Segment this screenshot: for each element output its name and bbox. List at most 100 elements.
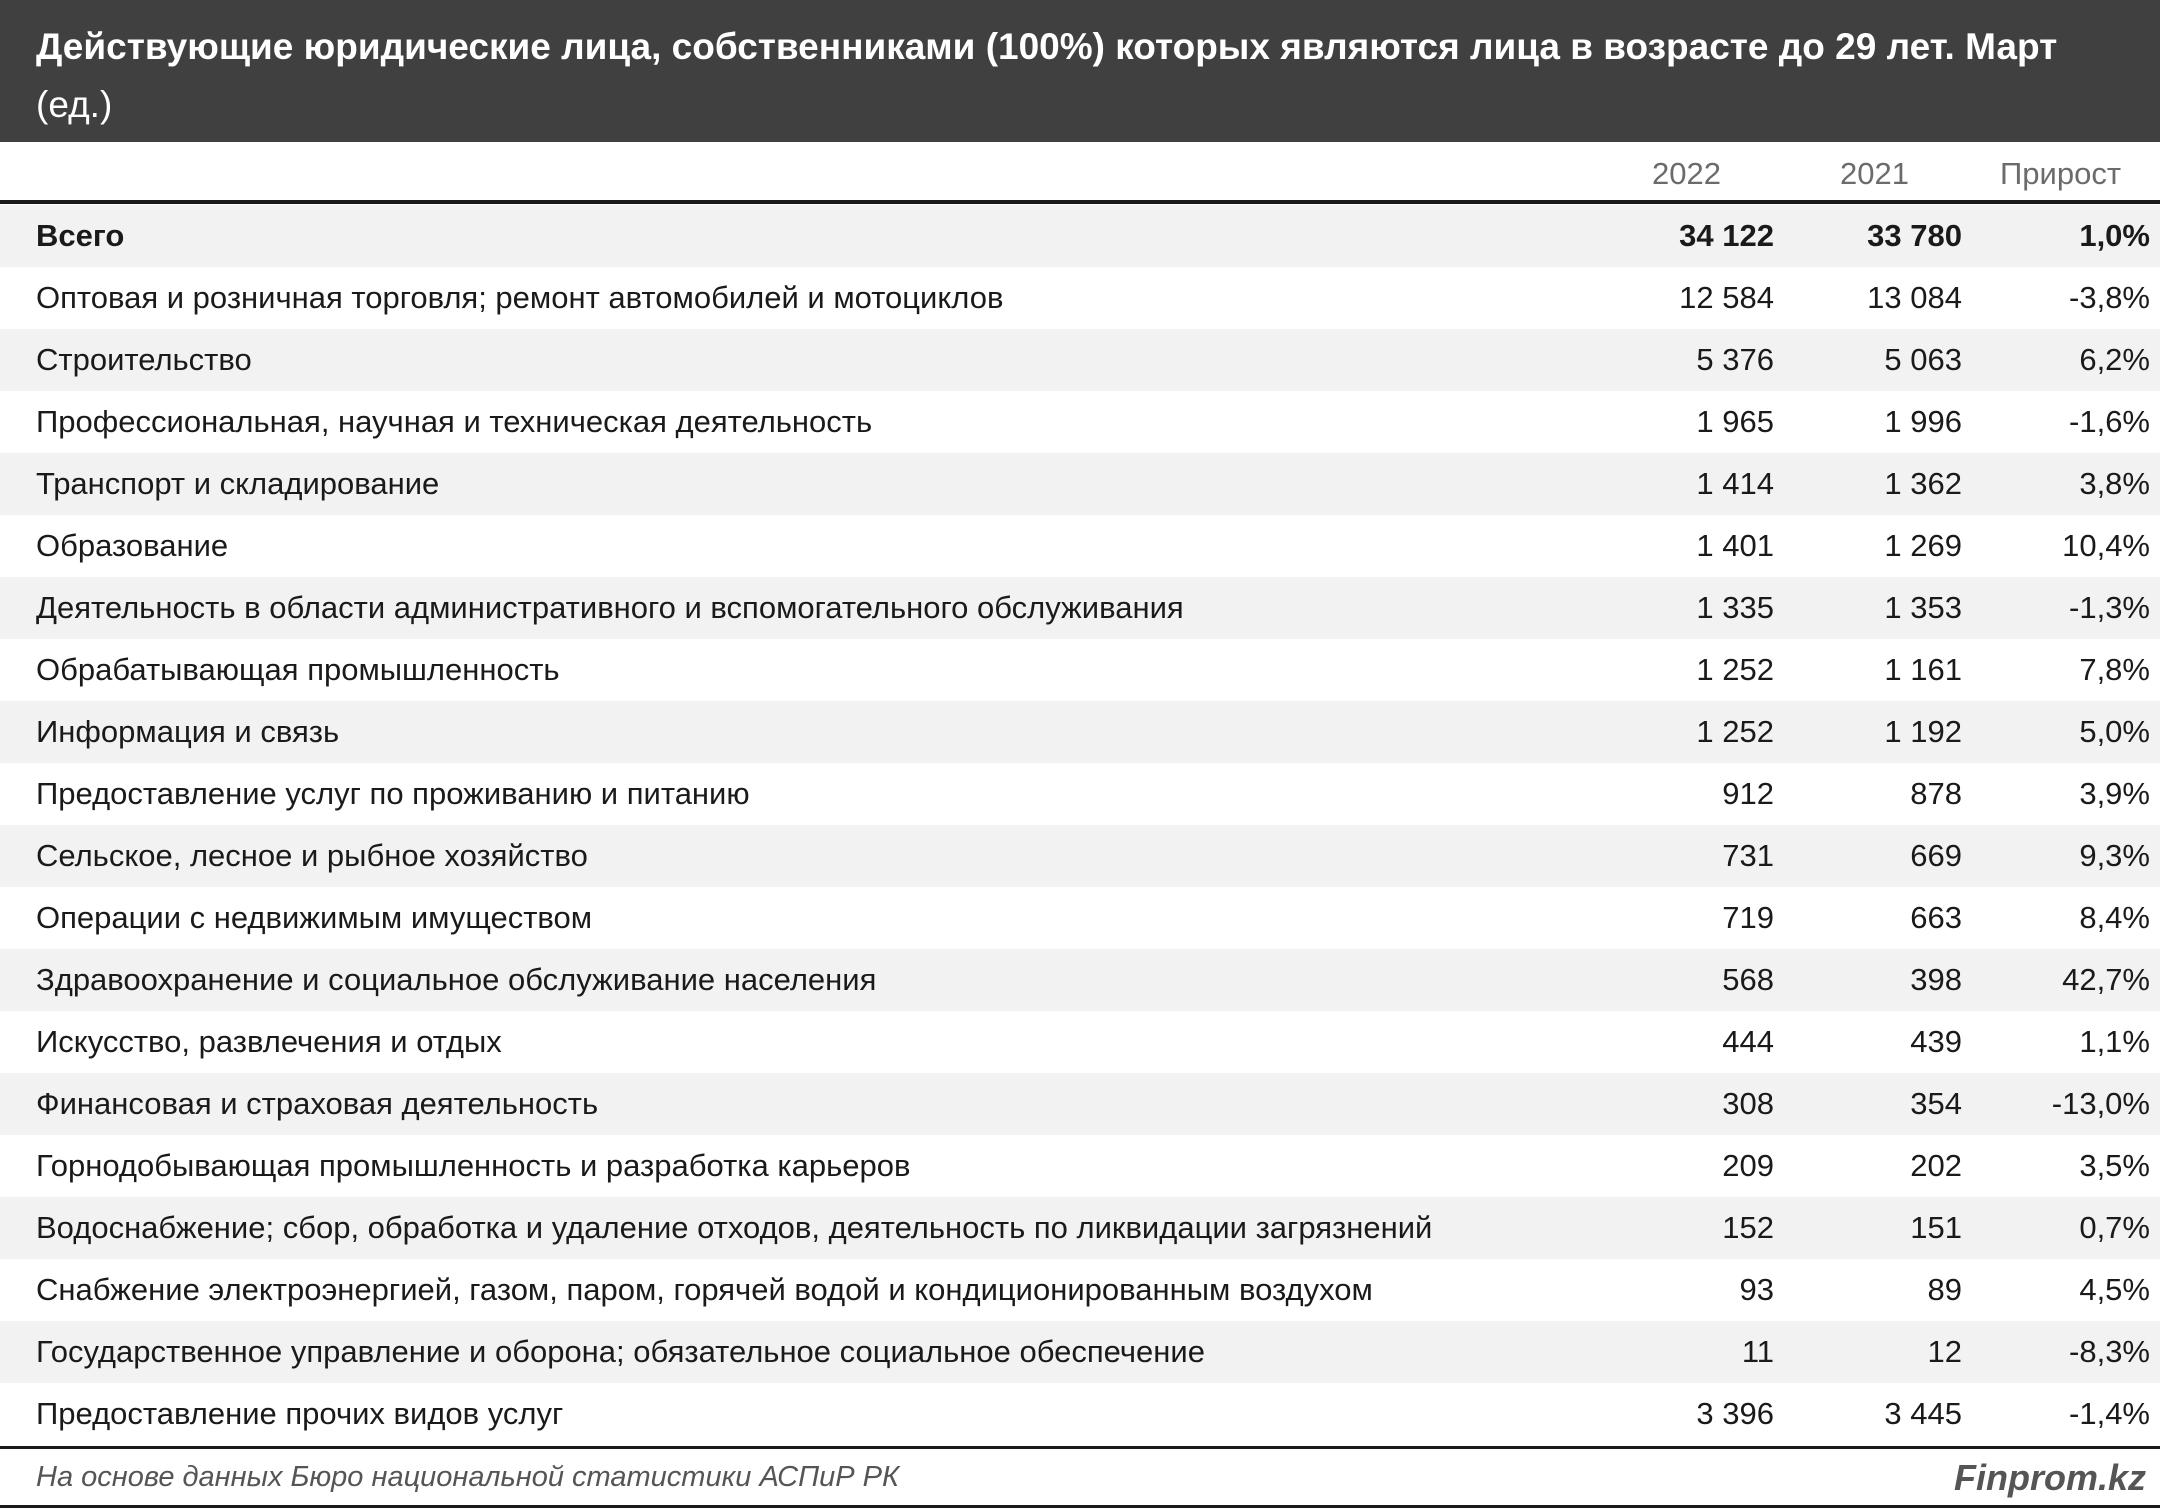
table-body: Всего 34 122 33 780 1,0% Оптовая и розничная… <box>0 205 2160 1445</box>
source-note: На основе данных Бюро национальной стати… <box>36 1461 900 1493</box>
table-row: Профессиональная, научная и техническая … <box>0 391 2160 453</box>
row-label: Сельское, лесное и рыбное хозяйство <box>36 838 588 873</box>
cell-2021: 354 <box>1910 1086 1962 1121</box>
cell-growth: 0,7% <box>2079 1210 2150 1245</box>
table-row: Оптовая и розничная торговля; ремонт авт… <box>0 267 2160 329</box>
row-label: Предоставление прочих видов услуг <box>36 1396 564 1431</box>
cell-2022: 152 <box>1722 1210 1774 1245</box>
table-row: Финансовая и страховая деятельность 308 35… <box>0 1073 2160 1135</box>
cell-2021: 398 <box>1910 962 1962 997</box>
table-footer: На основе данных Бюро национальной стати… <box>0 1446 2160 1508</box>
cell-2022: 1 414 <box>1696 466 1774 501</box>
column-header-growth: Прирост <box>2000 156 2122 191</box>
cell-growth: -8,3% <box>2069 1334 2150 1369</box>
cell-growth: 42,7% <box>2062 962 2150 997</box>
table-row: Сельское, лесное и рыбное хозяйство 731 66… <box>0 825 2160 887</box>
cell-2022: 1 252 <box>1696 652 1774 687</box>
cell-2022: 34 122 <box>1679 218 1774 253</box>
cell-2021: 1 161 <box>1884 652 1962 687</box>
cell-2021: 13 084 <box>1867 280 1962 315</box>
cell-2022: 1 335 <box>1696 590 1774 625</box>
row-label: Искусство, развлечения и отдых <box>36 1024 502 1059</box>
cell-2021: 33 780 <box>1867 218 1962 253</box>
cell-2021: 12 <box>1927 1334 1962 1369</box>
cell-2022: 912 <box>1722 776 1774 811</box>
table-row: Информация и связь 1 252 1 192 5,0% <box>0 701 2160 763</box>
table-row: Горнодобывающая промышленность и разрабо… <box>0 1135 2160 1197</box>
cell-growth: 5,0% <box>2079 714 2150 749</box>
brand-logo: Finprom.kz <box>1953 1457 2146 1498</box>
cell-2021: 1 362 <box>1884 466 1962 501</box>
row-label: Обрабатывающая промышленность <box>36 652 560 687</box>
row-label: Операции с недвижимым имуществом <box>36 900 593 935</box>
cell-growth: 10,4% <box>2062 528 2150 563</box>
table-row: Строительство 5 376 5 063 6,2% <box>0 329 2160 391</box>
row-label: Информация и связь <box>36 714 340 749</box>
table-title: Действующие юридические лица, собственни… <box>0 0 2160 142</box>
row-label: Профессиональная, научная и техническая … <box>36 404 873 439</box>
row-label: Транспорт и складирование <box>36 466 440 501</box>
cell-growth: 3,5% <box>2079 1148 2150 1183</box>
cell-2021: 439 <box>1910 1024 1962 1059</box>
cell-2022: 1 401 <box>1696 528 1774 563</box>
cell-growth: 4,5% <box>2079 1272 2150 1307</box>
row-label: Здравоохранение и социальное обслуживани… <box>36 962 877 997</box>
row-label: Образование <box>36 528 229 563</box>
cell-2022: 93 <box>1739 1272 1774 1307</box>
table-row: Водоснабжение; сбор, обработка и удалени… <box>0 1197 2160 1259</box>
row-label: Водоснабжение; сбор, обработка и удалени… <box>36 1210 1433 1245</box>
row-label: Государственное управление и оборона; об… <box>36 1334 1205 1369</box>
cell-2021: 878 <box>1910 776 1962 811</box>
table-row: Снабжение электроэнергией, газом, паром,… <box>0 1259 2160 1321</box>
cell-2021: 151 <box>1910 1210 1962 1245</box>
cell-2022: 444 <box>1722 1024 1774 1059</box>
cell-2022: 1 252 <box>1696 714 1774 749</box>
cell-growth: -1,4% <box>2069 1396 2150 1431</box>
row-label: Оптовая и розничная торговля; ремонт авт… <box>36 280 1004 315</box>
cell-2022: 308 <box>1722 1086 1774 1121</box>
cell-2022: 568 <box>1722 962 1774 997</box>
row-label: Финансовая и страховая деятельность <box>36 1086 599 1121</box>
cell-2022: 12 584 <box>1679 280 1774 315</box>
title-unit: (ед.) <box>36 84 113 125</box>
cell-growth: -13,0% <box>2051 1086 2150 1121</box>
cell-2022: 209 <box>1722 1148 1774 1183</box>
table-row: Транспорт и складирование 1 414 1 362 3,8% <box>0 453 2160 515</box>
cell-2022: 731 <box>1722 838 1774 873</box>
row-label: Всего <box>36 218 125 253</box>
table-row: Государственное управление и оборона; об… <box>0 1321 2160 1383</box>
cell-growth: 1,0% <box>2079 218 2150 253</box>
cell-2021: 5 063 <box>1884 342 1962 377</box>
cell-2022: 11 <box>1741 1334 1774 1369</box>
cell-2021: 669 <box>1910 838 1962 873</box>
cell-growth: 3,9% <box>2079 776 2150 811</box>
table-row: Предоставление прочих видов услуг 3 396 3 … <box>0 1383 2160 1445</box>
cell-2021: 1 996 <box>1884 404 1962 439</box>
cell-2022: 5 376 <box>1696 342 1774 377</box>
table-row: Здравоохранение и социальное обслуживани… <box>0 949 2160 1011</box>
cell-growth: 7,8% <box>2079 652 2150 687</box>
cell-2021: 663 <box>1910 900 1962 935</box>
cell-growth: 1,1% <box>2079 1024 2150 1059</box>
table-row-total: Всего 34 122 33 780 1,0% <box>0 205 2160 267</box>
cell-2021: 89 <box>1927 1272 1962 1307</box>
row-label: Горнодобывающая промышленность и разрабо… <box>36 1148 911 1183</box>
cell-growth: -1,3% <box>2069 590 2150 625</box>
cell-2021: 1 269 <box>1884 528 1962 563</box>
column-header-2021: 2021 <box>1840 156 1909 191</box>
cell-growth: 9,3% <box>2079 838 2150 873</box>
table-row: Обрабатывающая промышленность 1 252 1 161 7… <box>0 639 2160 701</box>
table-row: Деятельность в области административного… <box>0 577 2160 639</box>
table-row: Операции с недвижимым имуществом 719 663 8,… <box>0 887 2160 949</box>
table-row: Предоставление услуг по проживанию и пит… <box>0 763 2160 825</box>
row-label: Деятельность в области административного… <box>36 590 1184 625</box>
column-header-2022: 2022 <box>1652 156 1721 191</box>
cell-growth: -3,8% <box>2069 280 2150 315</box>
cell-2021: 3 445 <box>1884 1396 1962 1431</box>
cell-growth: -1,6% <box>2069 404 2150 439</box>
cell-2021: 1 192 <box>1884 714 1962 749</box>
row-label: Предоставление услуг по проживанию и пит… <box>36 776 750 811</box>
cell-2022: 1 965 <box>1696 404 1774 439</box>
cell-2021: 202 <box>1910 1148 1962 1183</box>
cell-growth: 3,8% <box>2079 466 2150 501</box>
